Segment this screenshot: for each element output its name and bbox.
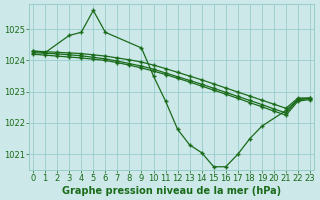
X-axis label: Graphe pression niveau de la mer (hPa): Graphe pression niveau de la mer (hPa) [62, 186, 281, 196]
